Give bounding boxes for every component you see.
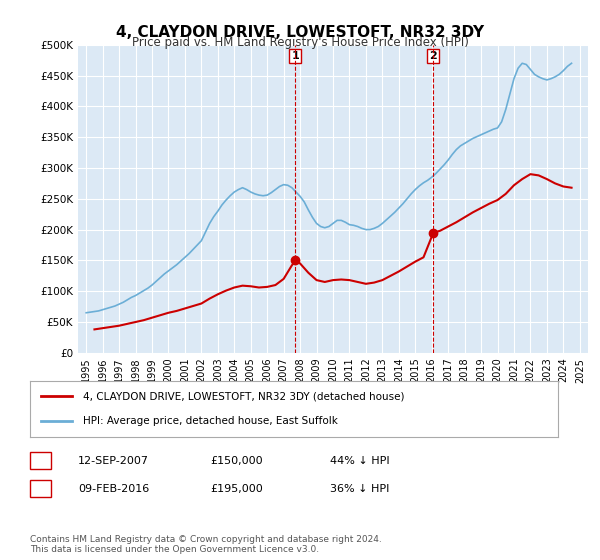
Text: 36% ↓ HPI: 36% ↓ HPI — [330, 484, 389, 494]
Text: Price paid vs. HM Land Registry's House Price Index (HPI): Price paid vs. HM Land Registry's House … — [131, 36, 469, 49]
Text: HPI: Average price, detached house, East Suffolk: HPI: Average price, detached house, East… — [83, 416, 338, 426]
Text: £150,000: £150,000 — [210, 456, 263, 466]
Text: 44% ↓ HPI: 44% ↓ HPI — [330, 456, 389, 466]
Text: Contains HM Land Registry data © Crown copyright and database right 2024.
This d: Contains HM Land Registry data © Crown c… — [30, 535, 382, 554]
Text: 09-FEB-2016: 09-FEB-2016 — [78, 484, 149, 494]
Text: 2: 2 — [37, 484, 44, 494]
Text: 4, CLAYDON DRIVE, LOWESTOFT, NR32 3DY (detached house): 4, CLAYDON DRIVE, LOWESTOFT, NR32 3DY (d… — [83, 391, 404, 402]
Text: £195,000: £195,000 — [210, 484, 263, 494]
Text: 4, CLAYDON DRIVE, LOWESTOFT, NR32 3DY: 4, CLAYDON DRIVE, LOWESTOFT, NR32 3DY — [116, 25, 484, 40]
Text: 12-SEP-2007: 12-SEP-2007 — [78, 456, 149, 466]
Text: 1: 1 — [37, 456, 44, 466]
Text: 2: 2 — [430, 51, 437, 61]
Text: 1: 1 — [291, 51, 299, 61]
